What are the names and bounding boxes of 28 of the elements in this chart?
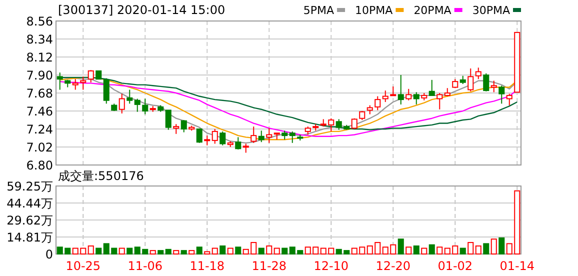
x-tick-label: 11-28 [252, 259, 287, 273]
y-tick-label: 7.90 [26, 68, 53, 82]
y-tick-label: 7.24 [26, 122, 53, 136]
x-tick-label: 11-06 [128, 259, 163, 273]
y-tick-label: 59.25万 [6, 180, 53, 194]
x-tick-label: 11-18 [190, 259, 225, 273]
y-tick-label: 8.34 [26, 32, 53, 46]
y-tick-label: 8.12 [26, 50, 53, 64]
x-tick-label: 12-10 [314, 259, 349, 273]
y-tick-label: 6.80 [26, 158, 53, 172]
x-tick-label: 01-14 [500, 259, 535, 273]
y-tick-label: 7.68 [26, 86, 53, 100]
y-tick-label: 7.46 [26, 104, 53, 118]
y-tick-label: 29.62万 [6, 214, 53, 228]
legend-label: 5PMA [303, 4, 334, 17]
x-tick-label: 10-25 [66, 259, 101, 273]
y-tick-label: 8.56 [26, 14, 53, 28]
y-tick-label: 7.02 [26, 140, 53, 154]
legend-label: 10PMA [355, 4, 394, 17]
chart-title: 成交量:550176 [58, 169, 144, 183]
legend-label: 20PMA [414, 4, 452, 17]
y-tick-label: 0 [45, 248, 53, 262]
y-tick-label: 14.81万 [6, 230, 53, 245]
chart-title: [300137] 2020-01-14 15:00 [58, 3, 226, 17]
legend-label: 30PMA [472, 4, 510, 17]
x-tick-label: 12-20 [376, 259, 411, 273]
y-tick-label: 44.44万 [6, 196, 53, 210]
x-tick-label: 01-02 [438, 259, 473, 273]
